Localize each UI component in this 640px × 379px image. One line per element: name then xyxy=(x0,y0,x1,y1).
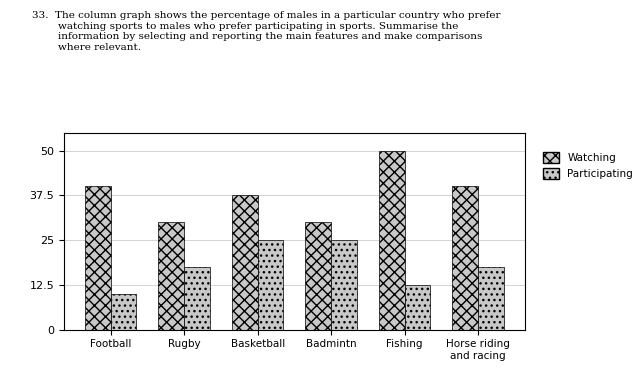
Bar xyxy=(184,267,210,330)
Bar xyxy=(478,267,504,330)
Bar xyxy=(331,240,357,330)
Bar xyxy=(379,150,404,330)
Bar xyxy=(258,240,284,330)
Bar xyxy=(305,222,331,330)
Bar xyxy=(159,222,184,330)
Bar xyxy=(452,186,478,330)
Bar xyxy=(85,186,111,330)
Legend: Watching, Participating: Watching, Participating xyxy=(540,148,637,183)
Bar xyxy=(404,285,430,330)
Bar xyxy=(232,195,258,330)
Bar xyxy=(111,294,136,330)
Text: 33.  The column graph shows the percentage of males in a particular country who : 33. The column graph shows the percentag… xyxy=(32,11,500,52)
